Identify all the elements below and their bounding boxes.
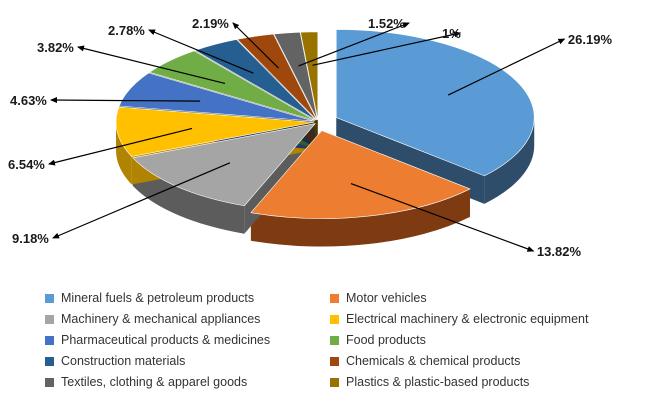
data-label-4: 6.54% xyxy=(8,157,45,172)
slice-side-4 xyxy=(116,122,132,185)
leader-line-5 xyxy=(50,97,201,104)
data-label-10: 1% xyxy=(442,26,461,41)
data-labels-layer: 26.19% 13.82% 9.18% 6.54% 4.63% 3.82% 2.78% 2.1… xyxy=(8,16,612,259)
leader-line-10 xyxy=(312,31,462,66)
leader-line-3 xyxy=(52,162,231,239)
data-label-7: 2.78% xyxy=(108,23,145,38)
leader-line-8 xyxy=(232,22,279,69)
pie-slice-6 xyxy=(148,50,316,121)
slice-side-2 xyxy=(250,188,470,247)
data-label-8: 2.19% xyxy=(192,16,229,31)
data-label-5: 4.63% xyxy=(10,93,47,108)
pie-slice-10 xyxy=(300,31,319,120)
leader-line-6 xyxy=(77,45,226,85)
data-label-6: 3.82% xyxy=(37,40,74,55)
pie-slice-2 xyxy=(250,130,471,219)
data-label-9: 1.52% xyxy=(368,16,405,31)
leader-line-2 xyxy=(350,182,535,252)
pie-slice-5 xyxy=(118,72,315,122)
data-label-1: 26.19% xyxy=(568,32,613,47)
leader-line-4 xyxy=(48,127,193,166)
leader-line-1 xyxy=(447,38,566,96)
pie-slice-7 xyxy=(194,39,317,121)
data-label-2: 13.82% xyxy=(537,244,582,259)
slice-side-3 xyxy=(132,157,245,234)
leader-line-7 xyxy=(148,29,254,74)
leader-lines-layer xyxy=(48,22,566,252)
pie-slice-4 xyxy=(115,106,315,157)
slice-tops-layer xyxy=(115,29,535,219)
pie-slice-8 xyxy=(236,33,318,121)
leader-line-9 xyxy=(298,22,410,67)
data-label-3: 9.18% xyxy=(12,231,49,246)
pie-slice-1 xyxy=(335,29,535,177)
pie-slice-9 xyxy=(273,31,318,120)
